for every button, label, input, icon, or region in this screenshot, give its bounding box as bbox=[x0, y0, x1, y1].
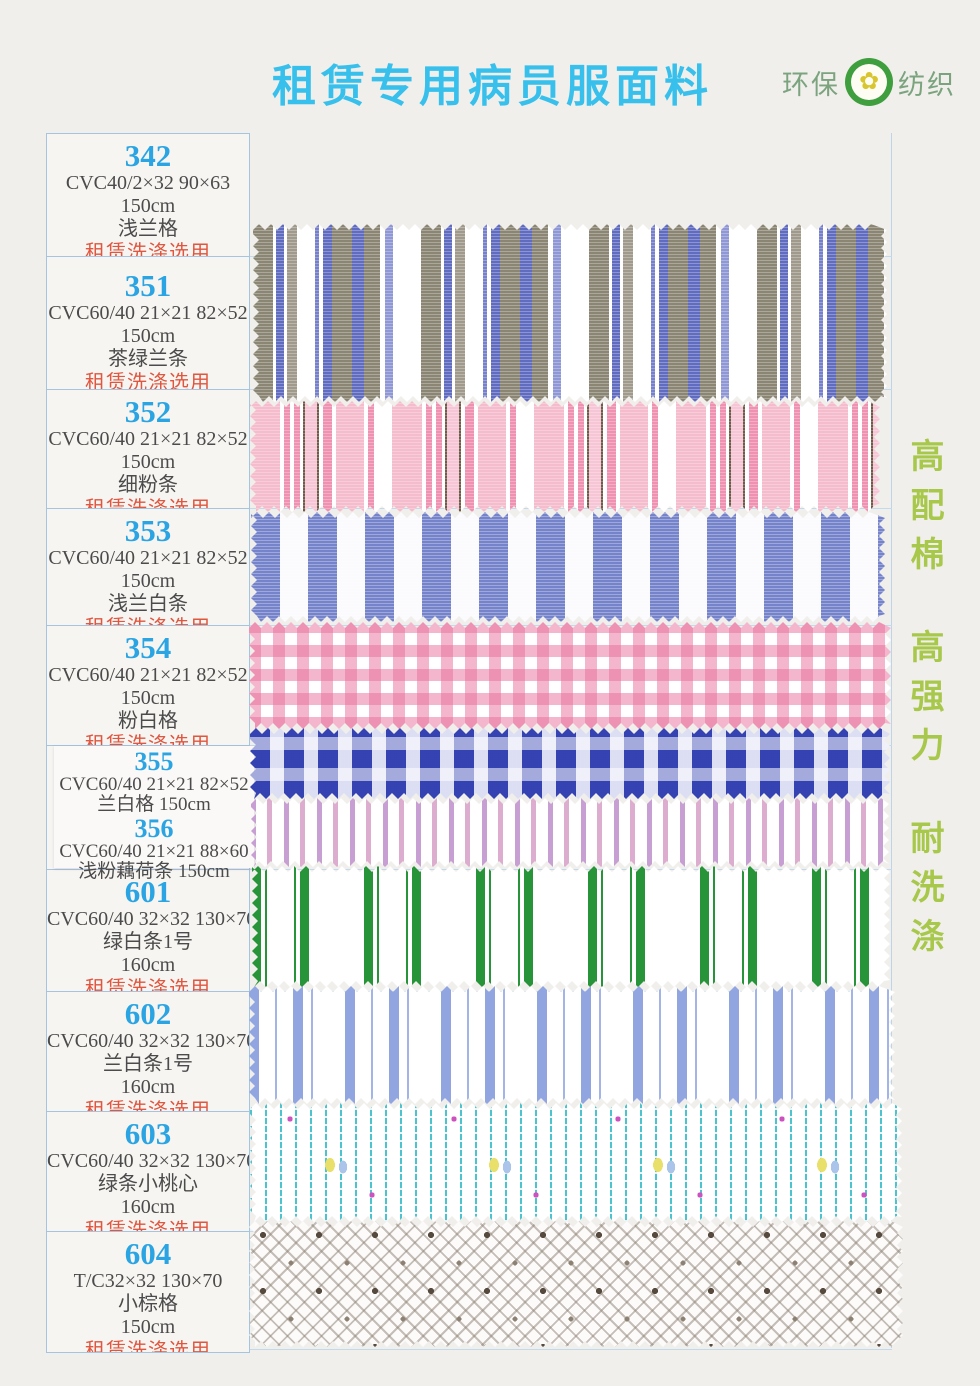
fabric-note: 租赁洗涤选用 bbox=[47, 616, 249, 625]
fabric-name: 浅兰格 bbox=[118, 218, 178, 240]
fabric-note: 租赁洗涤选用 bbox=[85, 734, 211, 746]
swatch-604-brown-foulard bbox=[249, 1221, 903, 1347]
fabric-width: 160cm bbox=[120, 1196, 176, 1218]
fabric-code: 603 bbox=[124, 1116, 172, 1151]
fabric-name: 细粉条 bbox=[118, 474, 178, 496]
fabric-name: 浅粉藕荷条 150cm bbox=[78, 861, 230, 882]
fabric-spec: CVC60/40 32×32 130×70 bbox=[47, 908, 249, 930]
grid-row-line bbox=[250, 625, 892, 626]
fabric-name: 粉白格 bbox=[118, 710, 178, 732]
fabric-name: 小棕格 bbox=[118, 1293, 178, 1315]
fabric-row-351: 351 CVC60/40 21×21 82×52 150cm 茶绿兰条 租赁洗涤… bbox=[47, 257, 249, 390]
fabric-code: 355 bbox=[134, 747, 174, 776]
fabric-code: 356 bbox=[134, 814, 174, 843]
fabric-name: 茶绿兰条 bbox=[108, 348, 188, 370]
fabric-row-604: 604 T/C32×32 130×70 小棕格 150cm 租赁洗涤选用 bbox=[47, 1232, 249, 1352]
swatch-356-lavender-stripe bbox=[251, 798, 889, 867]
fabric-width: 150cm bbox=[120, 451, 176, 473]
fabric-note: 租赁洗涤选用 bbox=[85, 1220, 211, 1232]
fabric-width: 150cm bbox=[120, 195, 176, 217]
fabric-row-352: 352 CVC60/40 21×21 82×52 150cm 细粉条 租赁洗涤选… bbox=[47, 390, 249, 509]
fabric-note: 租赁洗涤选用 bbox=[85, 1340, 211, 1352]
page-title: 租赁专用病员服面料 bbox=[272, 62, 713, 111]
fabric-note: 租赁洗涤选用 bbox=[85, 978, 211, 992]
fabric-spec: CVC60/40 21×21 82×52 bbox=[48, 547, 248, 569]
grid-vertical-line bbox=[891, 133, 892, 1348]
eco-badge-inner: ✿ bbox=[851, 64, 887, 100]
fabric-note: 租赁洗涤选用 bbox=[85, 372, 211, 390]
swatch-602-periwinkle-stripe bbox=[249, 986, 895, 1104]
fabric-note: 租赁洗涤选用 bbox=[85, 498, 211, 509]
fabric-name: 绿白条1号 bbox=[103, 931, 193, 953]
fabric-width: 150cm bbox=[120, 1316, 176, 1338]
fabric-spec: CVC60/40 21×21 82×52 bbox=[59, 774, 249, 795]
fabric-name: 兰白格 150cm bbox=[97, 794, 211, 815]
fabric-code: 354 bbox=[124, 630, 172, 665]
fabric-code: 601 bbox=[124, 874, 172, 909]
fabric-note: 租赁洗涤选用 bbox=[85, 1100, 211, 1112]
flower-icon: ✿ bbox=[858, 68, 880, 95]
vertical-slogan: 高配棉 高强力 耐洗涤 bbox=[900, 438, 948, 967]
swatch-603-teal-stripe-hearts bbox=[250, 1103, 902, 1222]
fabric-code: 604 bbox=[124, 1236, 172, 1271]
fabric-row-353: 353 CVC60/40 21×21 82×52 150cm 浅兰白条 租赁洗涤… bbox=[47, 509, 249, 626]
label-card-355-356: 355 CVC60/40 21×21 82×52 兰白格 150cm 356 C… bbox=[54, 746, 254, 882]
fabric-code: 353 bbox=[124, 513, 172, 548]
fabric-spec: CVC60/40 21×21 82×52 bbox=[48, 428, 248, 450]
fabric-width: 150cm bbox=[120, 325, 176, 347]
swatch-601-green-stripe bbox=[252, 866, 890, 987]
swatch-342-351-olive-blue-stripe bbox=[253, 224, 887, 402]
fabric-row-card-slot bbox=[47, 746, 249, 870]
fabric-spec: CVC60/40 21×21 82×52 bbox=[48, 302, 248, 324]
fabric-code: 602 bbox=[124, 996, 172, 1031]
fabric-spec: CVC60/40 21×21 82×52 bbox=[48, 664, 248, 686]
fabric-name: 兰白条1号 bbox=[103, 1053, 193, 1075]
swatch-355-royal-blue-check bbox=[250, 728, 890, 799]
fabric-width: 150cm bbox=[120, 570, 176, 592]
eco-textile-logo: 环保 ✿ 纺织 bbox=[782, 58, 956, 106]
grid-bottom-line bbox=[250, 1349, 892, 1350]
fabric-row-601: 601 CVC60/40 32×32 130×70 绿白条1号 160cm 租赁… bbox=[47, 870, 249, 992]
slogan-high-cotton: 高配棉 bbox=[905, 438, 943, 585]
logo-left-text: 环保 bbox=[782, 69, 840, 100]
fabric-name: 浅兰白条 bbox=[108, 593, 188, 615]
fabric-width: 160cm bbox=[120, 1076, 176, 1098]
fabric-row-342: 342 CVC40/2×32 90×63 150cm 浅兰格 租赁洗涤选用 bbox=[47, 134, 249, 257]
fabric-spec: CVC60/40 32×32 130×70 bbox=[47, 1030, 249, 1052]
fabric-code: 351 bbox=[124, 268, 172, 303]
fabric-row-602: 602 CVC60/40 32×32 130×70 兰白条1号 160cm 租赁… bbox=[47, 992, 249, 1112]
fabric-spec: CVC60/40 32×32 130×70 bbox=[47, 1150, 249, 1172]
swatch-352-pink-stripe bbox=[250, 401, 880, 512]
fabric-name: 绿条小桃心 bbox=[98, 1173, 198, 1195]
spec-table: 342 CVC40/2×32 90×63 150cm 浅兰格 租赁洗涤选用 35… bbox=[46, 133, 250, 1353]
fabric-row-603: 603 CVC60/40 32×32 130×70 绿条小桃心 160cm 租赁… bbox=[47, 1112, 249, 1232]
swatch-354-pink-gingham bbox=[249, 622, 891, 729]
fabric-code: 352 bbox=[124, 394, 172, 429]
fabric-spec: CVC60/40 21×21 88×60 bbox=[59, 841, 249, 862]
fabric-row-354: 354 CVC60/40 21×21 82×52 150cm 粉白格 租赁洗涤选… bbox=[47, 626, 249, 746]
fabric-width: 150cm bbox=[120, 687, 176, 709]
eco-badge-icon: ✿ bbox=[845, 58, 893, 106]
fabric-note: 租赁洗涤选用 bbox=[85, 242, 211, 257]
fabric-width: 160cm bbox=[120, 954, 176, 976]
swatch-353-blue-white-stripe bbox=[251, 512, 885, 622]
fabric-spec: CVC40/2×32 90×63 bbox=[65, 172, 231, 194]
fabric-spec: T/C32×32 130×70 bbox=[73, 1270, 223, 1292]
logo-right-text: 纺织 bbox=[898, 69, 956, 100]
fabric-code: 342 bbox=[124, 138, 172, 173]
slogan-wash-resistant: 耐洗涤 bbox=[905, 820, 943, 967]
slogan-high-strength: 高强力 bbox=[905, 629, 943, 776]
